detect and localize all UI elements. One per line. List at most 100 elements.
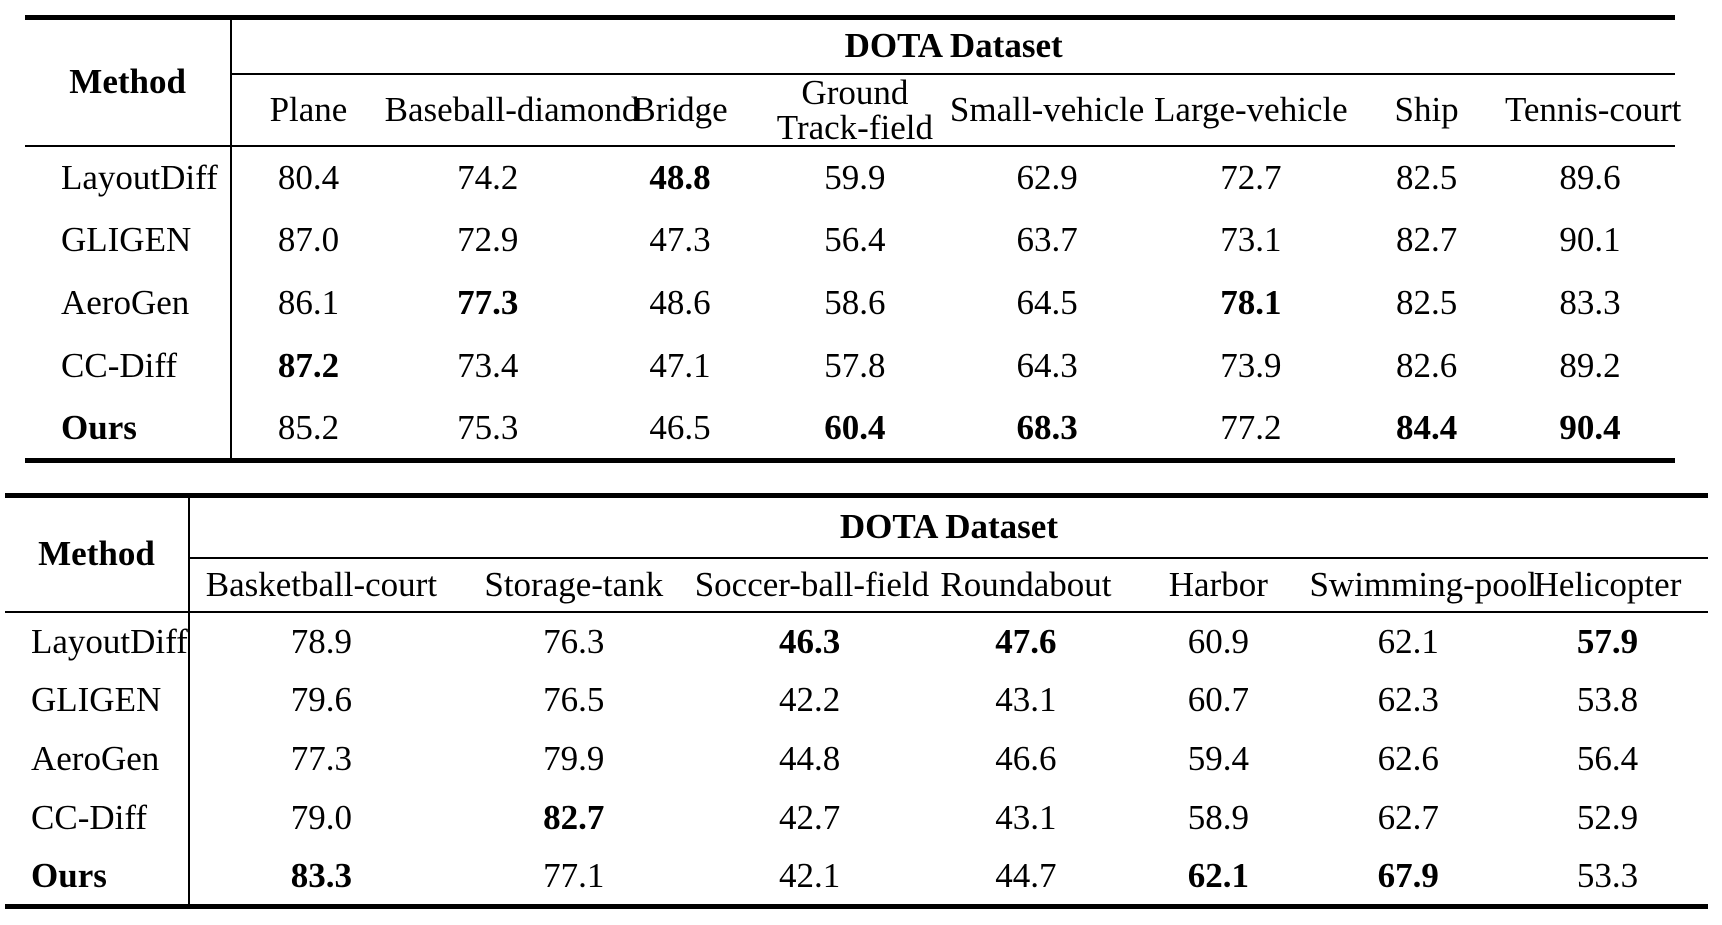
method-cell: LayoutDiff: [25, 145, 233, 209]
title-row: Method DOTA Dataset: [25, 17, 1675, 147]
value-cell: 46.5: [649, 407, 711, 447]
value-cell: 46.3: [779, 621, 841, 661]
method-cell: GLIGEN: [25, 208, 233, 272]
value-cell: 62.1: [1377, 621, 1439, 661]
value-cell: 62.6: [1377, 739, 1439, 778]
value-cell: 56.4: [1576, 739, 1639, 778]
value-cell: 42.1: [779, 855, 841, 895]
value-cell: 87.2: [277, 346, 340, 385]
column-header: Ground Track-field: [769, 73, 941, 147]
value-cell: 67.9: [1377, 855, 1439, 895]
value-cell: 77.1: [543, 855, 605, 895]
column-header: Bridge: [590, 73, 770, 147]
value-cell: 77.3: [290, 739, 353, 778]
table-row: GLIGEN 79.6 76.5 42.2 43.1 60.7 62.3 53.8: [5, 670, 1708, 730]
column-header: Helicopter: [1507, 557, 1708, 613]
table-row: AeroGen 86.1 77.3 48.6 58.6 64.5 78.1 82.5 83.3: [25, 271, 1675, 335]
value-cell: 59.9: [824, 157, 886, 197]
method-cell: GLIGEN: [5, 670, 190, 730]
value-cell: 58.9: [1187, 798, 1249, 837]
method-cell: CC-Diff: [25, 334, 233, 398]
results-table-top: Method DOTA Dataset Plane Baseball-diamond B…: [25, 15, 1681, 463]
table-row: Ours 85.2 75.3 46.5 60.4 68.3 77.2 84.4 90.4: [25, 397, 1675, 461]
column-header: Tennis-court: [1504, 73, 1681, 147]
value-cell: 53.8: [1576, 680, 1639, 719]
value-cell: 84.4: [1395, 407, 1458, 447]
value-cell: 48.6: [649, 283, 711, 322]
value-cell: 43.1: [995, 680, 1057, 719]
value-cell: 73.1: [1220, 220, 1282, 259]
value-cell: 48.8: [649, 157, 711, 197]
column-header: Storage-tank: [452, 557, 695, 613]
value-cell: 68.3: [1016, 407, 1078, 447]
column-header: Small-vehicle: [940, 73, 1154, 147]
table-row: GLIGEN 87.0 72.9 47.3 56.4 63.7 73.1 82.7 90.1: [25, 208, 1675, 272]
value-cell: 76.3: [543, 621, 605, 661]
method-column-header: Method: [25, 17, 233, 147]
value-cell: 79.6: [290, 680, 353, 719]
header-row: Basketball-court Storage-tank Soccer-ball-…: [5, 557, 1708, 613]
value-cell: 44.7: [995, 855, 1057, 895]
value-cell: 62.3: [1377, 680, 1439, 719]
results-table-bottom: Method DOTA Dataset Basketball-court Storag…: [5, 493, 1708, 909]
value-cell: 82.5: [1395, 157, 1458, 197]
value-cell: 63.7: [1016, 220, 1078, 259]
column-header: Soccer-ball-field: [694, 557, 929, 613]
value-cell: 60.4: [824, 407, 886, 447]
value-cell: 62.7: [1377, 798, 1439, 837]
value-cell: 57.8: [824, 346, 886, 385]
table-row: CC-Diff 87.2 73.4 47.1 57.8 64.3 73.9 82.6 89.2: [25, 334, 1675, 398]
value-cell: 47.3: [649, 220, 711, 259]
value-cell: 58.6: [824, 283, 886, 322]
value-cell: 42.7: [779, 798, 841, 837]
dataset-title: DOTA Dataset: [188, 495, 1708, 559]
value-cell: 76.5: [543, 680, 605, 719]
value-cell: 82.5: [1395, 283, 1458, 322]
value-cell: 89.6: [1559, 157, 1621, 197]
title-row: Method DOTA Dataset: [5, 495, 1708, 613]
dataset-title: DOTA Dataset: [231, 17, 1675, 75]
value-cell: 85.2: [277, 407, 340, 447]
column-header: Plane: [231, 73, 385, 147]
value-cell: 44.8: [779, 739, 841, 778]
value-cell: 77.2: [1220, 407, 1282, 447]
value-cell: 60.9: [1187, 621, 1249, 661]
value-cell: 79.0: [290, 798, 353, 837]
value-cell: 90.1: [1559, 220, 1621, 259]
header-row: Plane Baseball-diamond Bridge Ground Track-…: [25, 73, 1681, 147]
value-cell: 82.7: [543, 798, 605, 837]
value-cell: 77.3: [457, 283, 519, 322]
value-cell: 43.1: [995, 798, 1057, 837]
value-cell: 57.9: [1576, 621, 1639, 661]
method-cell: CC-Diff: [5, 788, 190, 848]
value-cell: 53.3: [1576, 855, 1639, 895]
value-cell: 82.7: [1395, 220, 1458, 259]
value-cell: 62.1: [1187, 855, 1249, 895]
table-row: AeroGen 77.3 79.9 44.8 46.6 59.4 62.6 56.4: [5, 729, 1708, 789]
value-cell: 80.4: [277, 157, 340, 197]
value-cell: 46.6: [995, 739, 1057, 778]
value-cell: 47.1: [649, 346, 711, 385]
value-cell: 60.7: [1187, 680, 1249, 719]
value-cell: 73.4: [457, 346, 519, 385]
method-cell: AeroGen: [5, 729, 190, 789]
column-header: Swimming-pool: [1309, 557, 1537, 613]
method-cell: LayoutDiff: [5, 611, 190, 671]
table-row: Ours 83.3 77.1 42.1 44.7 62.1 67.9 53.3: [5, 847, 1708, 907]
column-header: Baseball-diamond: [384, 73, 639, 147]
value-cell: 73.9: [1220, 346, 1282, 385]
table-row: LayoutDiff 80.4 74.2 48.8 59.9 62.9 72.7 82.5 89…: [25, 145, 1675, 209]
value-cell: 64.3: [1016, 346, 1078, 385]
value-cell: 56.4: [824, 220, 886, 259]
method-cell: AeroGen: [25, 271, 233, 335]
value-cell: 83.3: [1559, 283, 1621, 322]
value-cell: 79.9: [543, 739, 605, 778]
value-cell: 64.5: [1016, 283, 1078, 322]
column-header: Large-vehicle: [1153, 73, 1349, 147]
column-header: Basketball-court: [188, 557, 453, 613]
table-row: LayoutDiff 78.9 76.3 46.3 47.6 60.9 62.1 57.9: [5, 611, 1708, 671]
table-row: CC-Diff 79.0 82.7 42.7 43.1 58.9 62.7 52.9: [5, 788, 1708, 848]
value-cell: 89.2: [1559, 346, 1621, 385]
value-cell: 42.2: [779, 680, 841, 719]
value-cell: 75.3: [457, 407, 519, 447]
